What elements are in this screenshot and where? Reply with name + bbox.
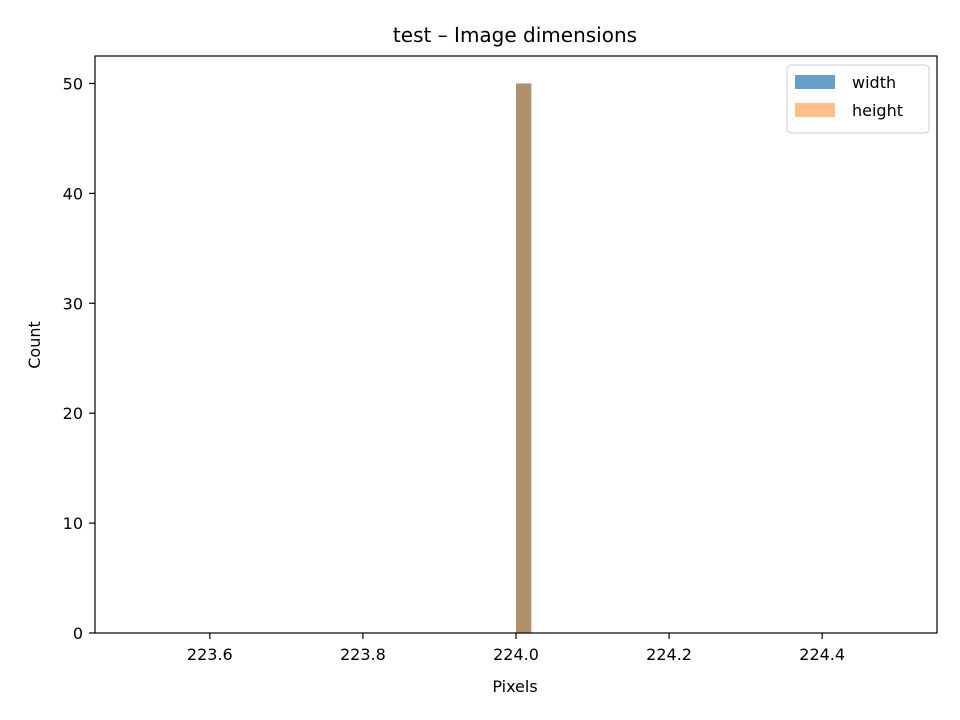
y-tick-label: 30 [63,294,83,313]
x-tick-label: 224.0 [493,645,539,664]
y-axis-ticks: 0 10 20 30 40 50 [63,74,95,643]
legend: width height [786,64,930,134]
x-tick-label: 224.4 [799,645,845,664]
x-tick-label: 223.6 [187,645,233,664]
x-axis-label: Pixels [492,677,537,696]
y-tick-label: 20 [63,404,83,423]
legend-label-height: height [852,101,903,120]
x-tick-label: 224.2 [646,645,692,664]
legend-label-width: width [852,73,896,92]
y-tick-label: 10 [63,514,83,533]
x-axis-ticks: 223.6 223.8 224.0 224.2 224.4 [187,633,845,664]
legend-swatch-height [795,103,835,117]
x-tick-label: 223.8 [340,645,386,664]
legend-swatch-width [795,75,835,89]
bars-layer [516,83,532,633]
chart-title: test – Image dimensions [393,23,637,47]
y-tick-label: 0 [73,624,83,643]
bar-height [516,83,532,633]
y-tick-label: 50 [63,74,83,93]
y-tick-label: 40 [63,184,83,203]
y-axis-label: Count [25,321,44,369]
